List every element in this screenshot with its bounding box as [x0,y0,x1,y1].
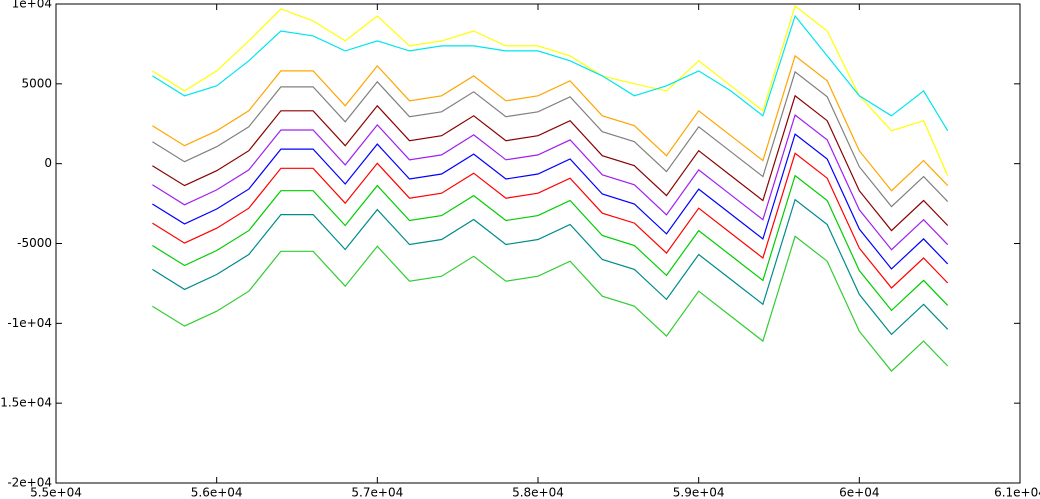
series-line [152,70,949,208]
y-tick-label: -2e+04 [7,476,52,490]
y-tick-label: -5000 [17,236,52,250]
x-tick-label: 5.7e+04 [351,486,403,499]
y-tick-label: 5000 [21,76,52,90]
series-line [152,133,949,270]
series-line [152,152,949,289]
series-line [152,94,949,232]
y-tick-label: -1e+04 [7,316,52,330]
series-line [152,235,949,372]
y-tick-label: 1e+04 [12,0,52,11]
series-line [152,113,949,251]
x-tick-label: 5.5e+04 [30,486,82,499]
series-line [152,4,949,176]
y-tick-label: 0 [44,156,52,170]
series-line [152,198,949,336]
y-tick-label: -1.5e+04 [0,396,52,410]
x-tick-label: 5.8e+04 [512,486,564,499]
x-tick-label: 6.1e+04 [994,486,1040,499]
series-line [152,54,949,192]
plot-frame [55,3,1021,484]
series-line [152,174,949,312]
series-line [152,14,949,132]
x-tick-label: 6e+04 [839,486,879,499]
x-tick-label: 5.9e+04 [673,486,725,499]
x-tick-label: 5.6e+04 [191,486,243,499]
